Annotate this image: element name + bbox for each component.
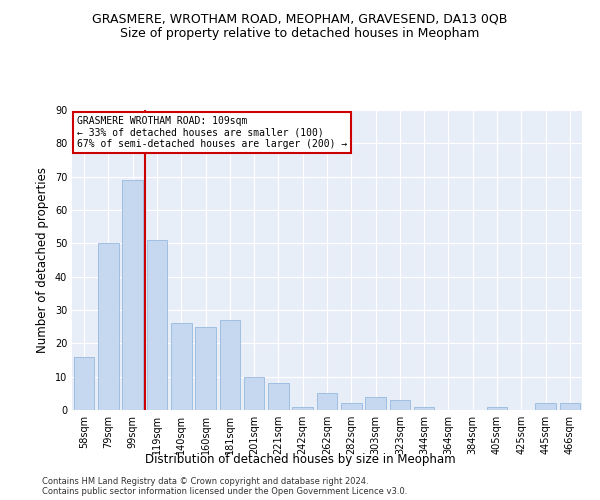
Bar (292, 406, 313, 410)
Bar (171, 324, 191, 410)
Bar (220, 320, 240, 410)
Bar (341, 404, 362, 410)
Bar (414, 406, 434, 410)
Bar (268, 384, 289, 410)
Text: Contains public sector information licensed under the Open Government Licence v3: Contains public sector information licen… (42, 488, 407, 496)
Bar (389, 400, 410, 410)
Text: Distribution of detached houses by size in Meopham: Distribution of detached houses by size … (145, 452, 455, 466)
Bar (317, 394, 337, 410)
Bar (98, 244, 119, 410)
Bar (487, 406, 508, 410)
Bar (244, 376, 265, 410)
Bar (560, 404, 580, 410)
Y-axis label: Number of detached properties: Number of detached properties (36, 167, 49, 353)
Bar (74, 356, 94, 410)
Bar (365, 396, 386, 410)
Text: Contains HM Land Registry data © Crown copyright and database right 2024.: Contains HM Land Registry data © Crown c… (42, 478, 368, 486)
Text: GRASMERE WROTHAM ROAD: 109sqm
← 33% of detached houses are smaller (100)
67% of : GRASMERE WROTHAM ROAD: 109sqm ← 33% of d… (77, 116, 347, 149)
Bar (195, 326, 216, 410)
Bar (122, 180, 143, 410)
Bar (535, 404, 556, 410)
Text: Size of property relative to detached houses in Meopham: Size of property relative to detached ho… (121, 28, 479, 40)
Text: GRASMERE, WROTHAM ROAD, MEOPHAM, GRAVESEND, DA13 0QB: GRASMERE, WROTHAM ROAD, MEOPHAM, GRAVESE… (92, 12, 508, 26)
Bar (146, 240, 167, 410)
